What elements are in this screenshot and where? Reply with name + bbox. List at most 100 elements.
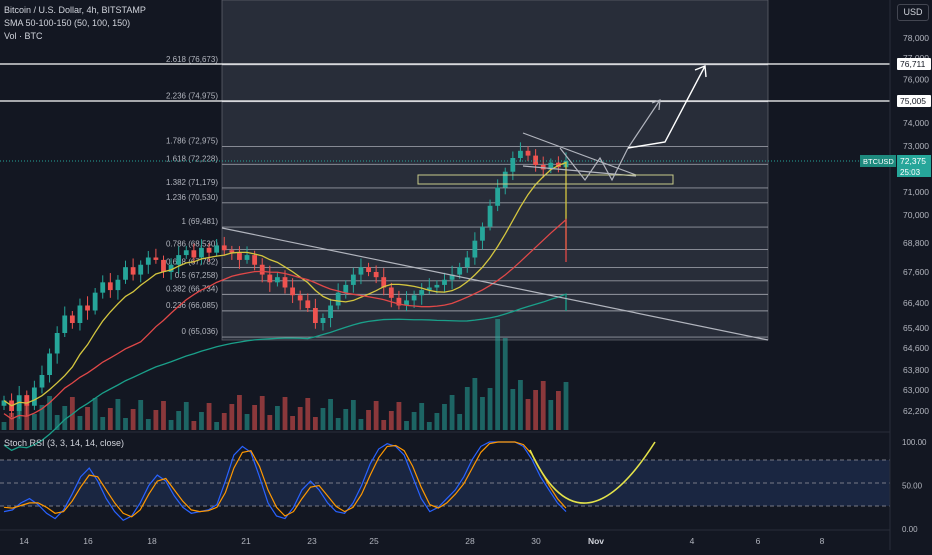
stoch-rsi-label[interactable]: Stoch RSI (3, 3, 14, 14, close) [4,438,125,448]
candle[interactable] [290,287,295,296]
candle[interactable] [388,287,394,298]
candle[interactable] [191,250,197,258]
candle[interactable] [373,272,379,278]
candle[interactable] [449,274,455,280]
candle[interactable] [381,277,387,288]
candle[interactable] [366,267,371,272]
sma50-line[interactable] [3,161,567,407]
candle[interactable] [533,155,539,165]
sma-legend[interactable]: SMA 50-100-150 (50, 100, 150) [4,18,131,28]
candle[interactable] [54,333,60,354]
candle[interactable] [510,158,516,172]
volume-bar [130,409,136,430]
candle[interactable] [343,284,349,293]
candle[interactable] [244,255,250,260]
price-tick: 76,000 [903,74,929,84]
sma100-line[interactable] [3,218,567,420]
candle[interactable] [1,400,7,406]
candle[interactable] [328,305,333,319]
candle[interactable] [419,290,425,296]
candle[interactable] [161,259,166,272]
candle[interactable] [480,226,485,241]
candle[interactable] [442,279,447,285]
volume-legend[interactable]: Vol · BTC [4,31,43,41]
volume-bar [168,420,174,430]
candle[interactable] [275,277,280,283]
candle[interactable] [487,205,493,227]
candle[interactable] [168,264,174,272]
candle[interactable] [267,274,273,283]
stoch-d-line[interactable] [3,441,567,518]
volume-bar [495,319,501,430]
candle[interactable] [16,395,22,411]
candle[interactable] [199,247,204,258]
candle[interactable] [396,297,402,306]
candle[interactable] [320,318,326,323]
candle[interactable] [115,279,121,291]
candle[interactable] [464,257,470,268]
sma150-line[interactable] [3,293,567,452]
candle[interactable] [221,245,227,251]
price-tag[interactable] [897,95,931,107]
candle[interactable] [123,267,128,280]
candle[interactable] [176,255,182,265]
candle[interactable] [31,387,37,406]
currency-button[interactable]: USD [897,4,929,21]
projection-path-1[interactable] [559,99,661,182]
candle[interactable] [237,252,242,260]
projection-path-2[interactable] [627,65,706,149]
candle[interactable] [39,375,45,388]
candle[interactable] [229,250,235,253]
candle[interactable] [457,267,463,275]
support-zone[interactable] [417,174,674,185]
volume-bar [54,415,60,430]
wedge-upper-line[interactable] [522,132,637,176]
candle[interactable] [434,284,440,288]
symbol-title[interactable]: Bitcoin / U.S. Dollar, 4h, BITSTAMP [4,5,146,15]
candle[interactable] [138,264,144,275]
candle[interactable] [130,267,136,275]
candle[interactable] [297,295,303,301]
candle[interactable] [62,315,68,334]
candle[interactable] [358,267,364,275]
price-tag[interactable] [897,58,931,70]
candle[interactable] [47,353,52,376]
wedge-lower-line[interactable] [522,165,637,177]
candle[interactable] [69,315,75,324]
candle[interactable] [411,295,417,301]
candle[interactable] [518,150,523,158]
descending-trendline[interactable] [221,227,769,341]
candle[interactable] [24,395,30,406]
candle[interactable] [495,187,501,206]
candle[interactable] [183,250,189,256]
candle[interactable] [404,300,409,306]
candle[interactable] [92,292,98,311]
candle[interactable] [252,255,258,265]
volume-bar [123,418,128,430]
candle[interactable] [214,245,220,253]
candle[interactable] [426,287,432,291]
candle[interactable] [85,305,90,311]
candle[interactable] [206,247,212,253]
candle[interactable] [305,300,311,308]
candle[interactable] [77,305,83,324]
candle[interactable] [525,150,531,156]
candle[interactable] [350,274,356,285]
candle[interactable] [107,282,113,291]
candle[interactable] [472,240,478,258]
candle[interactable] [312,308,318,323]
candle[interactable] [335,292,341,306]
last-price-tag[interactable] [897,155,931,177]
candle[interactable] [259,264,265,275]
stoch-projection-curve[interactable] [529,441,656,504]
candle[interactable] [145,257,151,265]
candle[interactable] [548,162,554,170]
stoch-k-line[interactable] [3,441,567,522]
candle[interactable] [502,171,508,188]
volume-bar [411,412,417,430]
candle[interactable] [282,277,288,288]
candle[interactable] [153,257,159,260]
candle[interactable] [100,282,106,293]
symbol-tag[interactable] [860,155,896,167]
